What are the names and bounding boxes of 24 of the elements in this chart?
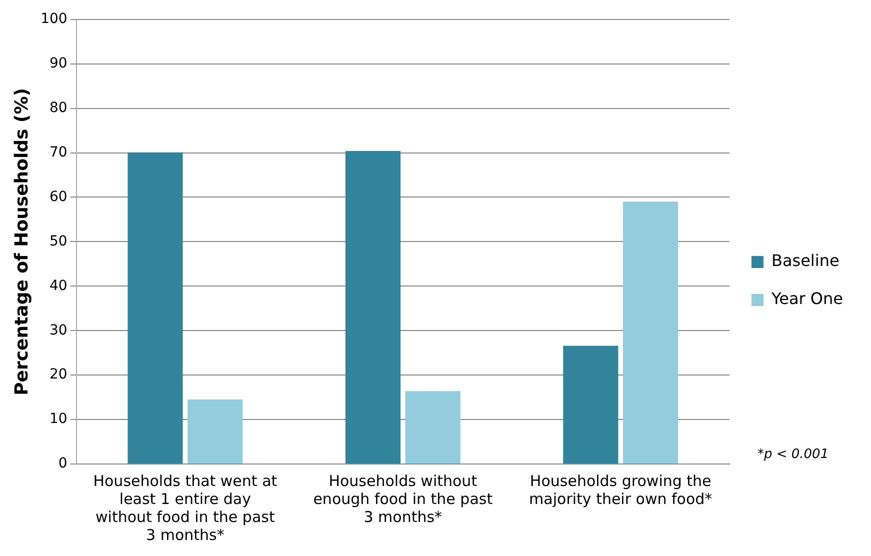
bar bbox=[405, 391, 460, 464]
bar bbox=[345, 151, 400, 464]
y-tick-label: 10 bbox=[49, 411, 68, 428]
y-tick-label: 50 bbox=[49, 233, 68, 250]
x-tick-label: Households growing the majority their own food* bbox=[529, 472, 713, 508]
bar bbox=[563, 346, 618, 464]
y-axis-title: Percentage of Households (%) bbox=[11, 88, 32, 396]
legend-label: Year One bbox=[770, 289, 844, 308]
text: *p < 0.001 bbox=[757, 447, 829, 462]
y-tick-label: 70 bbox=[49, 144, 68, 160]
y-tick-label: 40 bbox=[49, 278, 68, 294]
y-tick-label: 100 bbox=[40, 11, 68, 28]
bar bbox=[188, 400, 243, 464]
y-tick-label: 30 bbox=[49, 322, 68, 338]
x-tick-label: Households without enough food in the past 3 months* bbox=[313, 472, 493, 526]
y-tick-label: 0 bbox=[58, 456, 68, 472]
y-tick-label: 80 bbox=[49, 100, 68, 116]
y-tick-label: 60 bbox=[49, 188, 68, 205]
bar bbox=[623, 202, 678, 464]
x-tick-label: Households that went at least 1 entire day without food in the past 3 months* bbox=[93, 472, 278, 544]
bar bbox=[128, 152, 183, 464]
y-tick-label: 20 bbox=[49, 366, 68, 383]
y-tick-label: 90 bbox=[49, 56, 68, 72]
legend-label: Baseline bbox=[771, 251, 840, 270]
